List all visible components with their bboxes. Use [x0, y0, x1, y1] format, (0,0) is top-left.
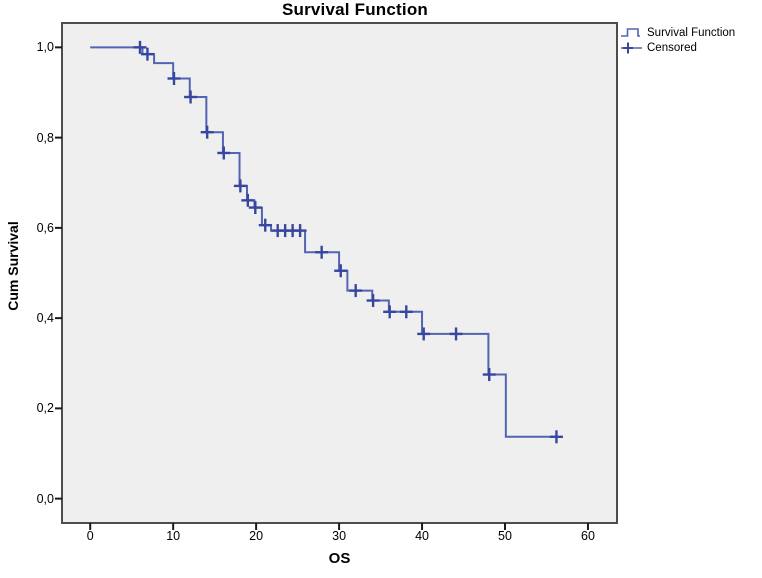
step-line-icon: [621, 27, 640, 37]
x-tick-label: 30: [332, 529, 347, 543]
legend-item-censored: Censored: [621, 40, 761, 55]
y-tick-label: 0,8: [36, 130, 54, 145]
y-tick-label: 1,0: [36, 40, 54, 55]
x-tick-label: 40: [415, 529, 429, 543]
x-tick-label: 50: [498, 529, 512, 543]
x-tick-label: 20: [249, 529, 264, 543]
chart-title: Survival Function: [281, 0, 429, 19]
y-tick-label: 0,2: [36, 401, 54, 416]
legend-label: Censored: [647, 41, 697, 54]
plot-area: [61, 22, 618, 524]
x-tick-label: 10: [166, 529, 181, 543]
y-tick-label: 0,0: [36, 491, 54, 506]
legend-label: Survival Function: [647, 26, 736, 39]
x-axis-title: OS: [328, 550, 351, 567]
x-tick-label: 0: [86, 529, 94, 543]
y-tick-label: 0,6: [36, 220, 54, 235]
legend: Survival Function Censored: [621, 25, 761, 55]
x-tick-label: 60: [581, 529, 595, 543]
censor-marks: [133, 40, 563, 444]
y-tick-label: 0,4: [36, 311, 54, 326]
plus-icon: [621, 42, 642, 53]
legend-item-survival-function: Survival Function: [621, 25, 761, 40]
